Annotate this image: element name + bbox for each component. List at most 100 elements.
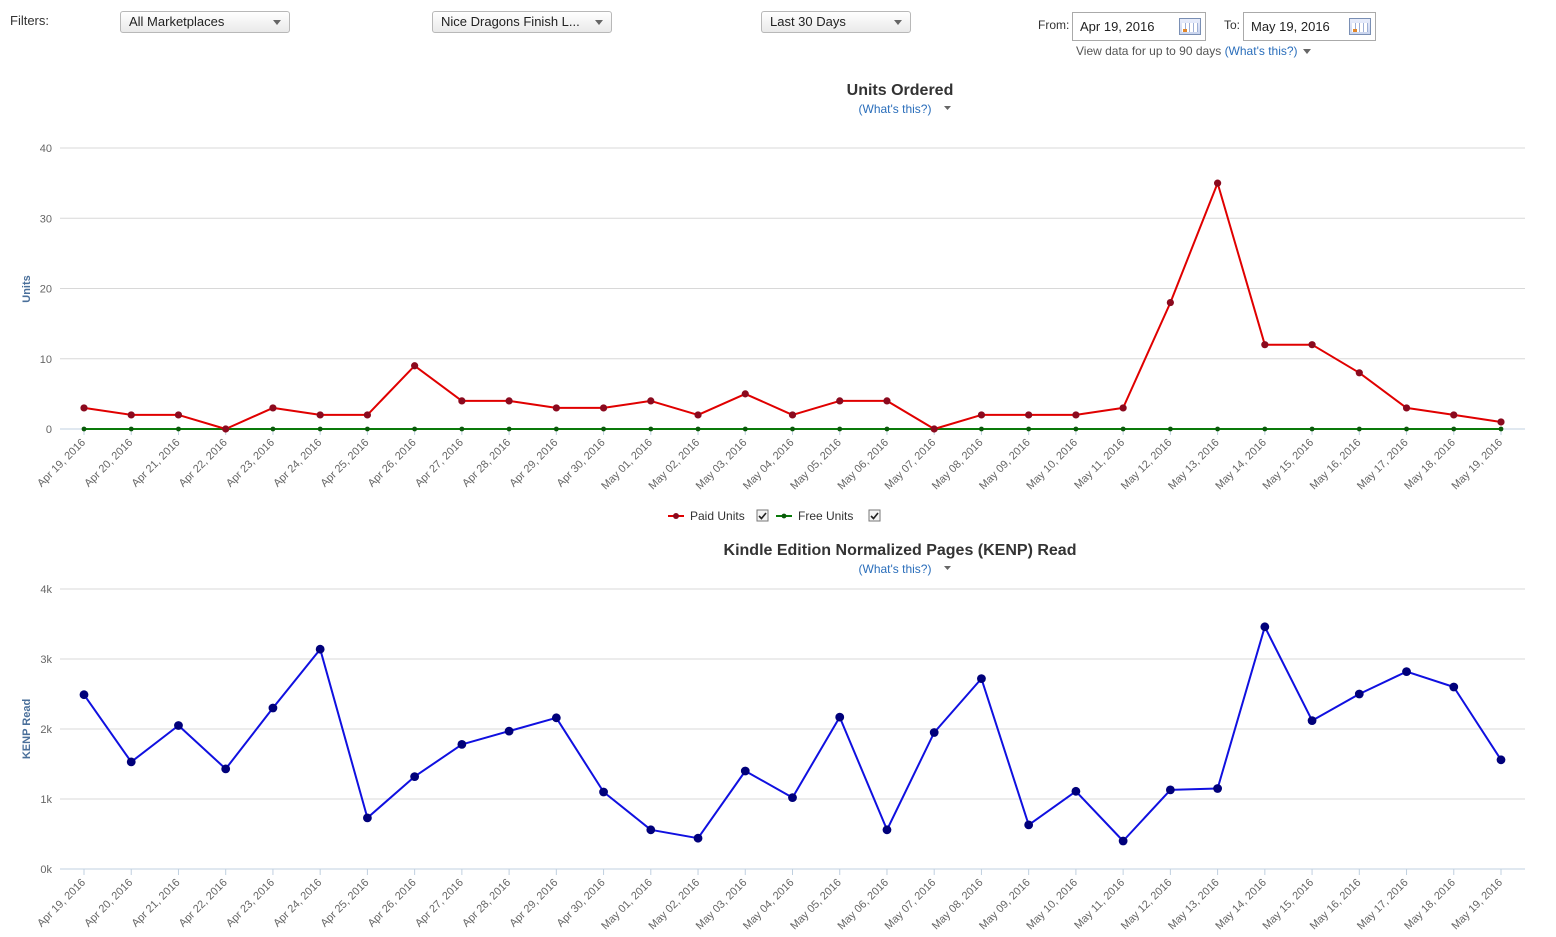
caret-down-icon[interactable] [944,566,951,570]
marketplace-select-value: All Marketplaces [129,14,225,29]
data-point [883,397,891,405]
data-point [1024,820,1034,830]
y-tick-label: 20 [40,284,52,296]
x-tick-label: Apr 20, 2016 [82,437,135,490]
data-point [599,404,608,412]
data-point [552,404,560,412]
x-tick-label: Apr 30, 2016 [555,877,608,930]
data-point [742,426,748,432]
data-point [741,390,749,398]
data-point [977,674,986,683]
legend-checkbox[interactable] [756,509,769,522]
data-point [1213,784,1222,793]
data-point [505,397,513,405]
x-tick-label: Apr 29, 2016 [507,877,560,930]
x-tick-label: Apr 25, 2016 [318,877,371,930]
data-point [694,411,702,419]
chart-title: Units Ordered [847,82,954,99]
y-axis-title: Units [21,275,33,303]
data-point [1165,785,1175,795]
x-tick-label: Apr 26, 2016 [366,437,419,490]
from-date-input[interactable]: Apr 19, 2016 [1072,12,1206,41]
caret-down-icon[interactable] [1302,49,1311,55]
data-point [836,397,844,405]
x-tick-label: Apr 25, 2016 [318,437,371,490]
x-tick-label: Apr 22, 2016 [177,877,230,930]
whats-this-link[interactable]: (What's this?) [859,562,932,576]
data-point [693,833,703,843]
data-point [1214,179,1222,187]
data-point [410,772,420,781]
marketplace-select[interactable]: All Marketplaces [120,11,290,33]
data-point [977,411,986,419]
data-point [1356,426,1362,432]
data-point [790,426,795,432]
data-point [270,426,276,432]
title-select[interactable]: Nice Dragons Finish L... [432,11,612,33]
legend-marker [781,513,787,519]
data-point [1167,426,1173,432]
checkbox-box[interactable] [868,509,881,522]
data-point [1402,667,1411,676]
x-tick-label: Apr 22, 2016 [177,437,230,490]
checkbox-box[interactable] [756,509,769,522]
data-point [506,426,512,432]
data-point [412,426,418,432]
data-point [1308,341,1316,349]
caret-down-icon[interactable] [944,106,951,110]
x-tick-label: Apr 30, 2016 [555,437,608,490]
legend-checkbox[interactable] [868,509,881,522]
y-tick-label: 10 [40,354,52,366]
y-tick-label: 2k [40,724,52,736]
data-point [222,425,230,433]
data-point [979,426,984,432]
x-tick-label: Apr 28, 2016 [460,437,513,490]
whats-this-link[interactable]: (What's this?) [1224,44,1298,58]
y-tick-label: 3k [40,654,52,666]
data-point [648,426,654,432]
data-point [695,426,701,432]
x-tick-label: May 19, 2016 [1450,437,1506,493]
x-tick-label: Apr 29, 2016 [507,437,560,490]
data-point [268,703,278,713]
filters-label: Filters: [10,13,49,28]
data-point [269,404,277,412]
data-point [411,362,419,370]
data-point [174,721,183,730]
data-point [1071,786,1081,796]
x-tick-label: Apr 24, 2016 [271,877,324,930]
calendar-icon[interactable] [1349,18,1371,35]
date-range-select[interactable]: Last 30 Days [761,11,911,33]
data-point [551,713,561,723]
x-tick-label: Apr 26, 2016 [366,877,419,930]
data-point [740,766,750,776]
legend-label[interactable]: Paid Units [690,509,745,523]
data-point [1355,369,1363,377]
x-tick-label: Apr 27, 2016 [413,437,466,490]
data-point [1025,411,1033,419]
x-tick-label: Apr 28, 2016 [460,877,513,930]
x-tick-label: Apr 23, 2016 [224,437,277,490]
data-point [1118,836,1128,846]
calendar-icon[interactable] [1179,18,1201,35]
whats-this-link[interactable]: (What's this?) [859,102,932,116]
y-tick-label: 40 [40,143,52,155]
legend-label[interactable]: Free Units [798,509,853,523]
data-point [79,690,89,700]
data-point [459,426,465,432]
data-point [647,397,655,405]
data-point [81,426,87,432]
to-date-input[interactable]: May 19, 2016 [1243,12,1376,41]
data-point [1402,404,1411,412]
chevron-down-icon [595,20,603,25]
y-tick-label: 1k [40,794,52,806]
data-point [930,425,938,433]
data-point [1260,622,1270,632]
data-point [601,426,606,432]
data-point [1215,426,1220,432]
to-date-value: May 19, 2016 [1251,19,1330,34]
x-tick-label: Apr 19, 2016 [35,877,88,930]
data-point [788,411,797,419]
x-tick-label: Apr 27, 2016 [413,877,466,930]
